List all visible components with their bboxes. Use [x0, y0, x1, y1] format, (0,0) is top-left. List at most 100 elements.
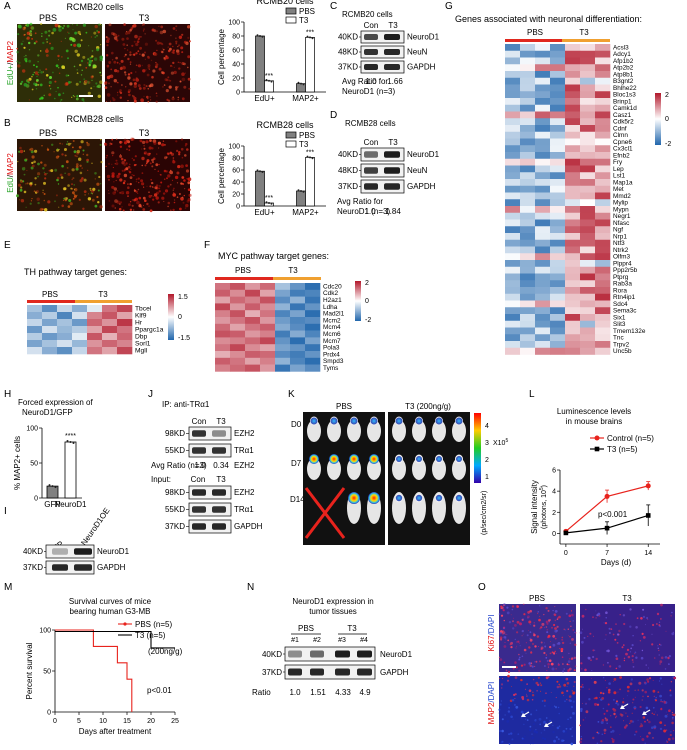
- cell-dot: [167, 201, 171, 205]
- heatmap-cell: [27, 326, 43, 334]
- heatmap-cell: [505, 172, 521, 180]
- y-tick-label: 80: [232, 34, 240, 41]
- molecular-weight: 37KD: [262, 668, 282, 677]
- nucleus: [597, 721, 600, 723]
- heatmap-cell: [275, 310, 291, 318]
- cell-dot: [162, 48, 165, 51]
- heatmap-cell: [565, 192, 581, 200]
- cell-dot: [156, 95, 158, 97]
- cell-dot: [140, 36, 142, 38]
- panel-letter: D: [330, 110, 337, 121]
- heatmap-cell: [595, 57, 611, 65]
- cell-dot: [116, 138, 118, 140]
- heatmap-cell: [520, 145, 536, 153]
- nucleus: [603, 728, 607, 732]
- nucleus: [579, 631, 583, 634]
- nucleus: [500, 683, 504, 686]
- cell-dot: [30, 200, 32, 202]
- cell-dot: [164, 78, 168, 82]
- cell-dot: [134, 155, 137, 158]
- heatmap-cell: [230, 351, 246, 359]
- cell-dot: [100, 160, 103, 164]
- data-point: [309, 36, 311, 39]
- luminescence-signal: [435, 417, 443, 425]
- cell-dot: [128, 171, 132, 174]
- nucleus: [522, 633, 524, 635]
- cell-dot: [175, 88, 178, 91]
- nucleus: [554, 610, 558, 613]
- cell-dot: [131, 25, 135, 28]
- cell-dot: [185, 142, 188, 146]
- cell-dot: [53, 151, 55, 153]
- cell-dot: [90, 36, 92, 38]
- nucleus: [523, 723, 525, 726]
- cell-dot: [116, 94, 119, 96]
- cell-dot: [158, 190, 161, 193]
- cell-dot: [149, 152, 151, 155]
- cell-dot: [96, 182, 100, 186]
- cell-dot: [74, 31, 78, 35]
- heatmap-cell: [520, 84, 536, 92]
- scale-tick-2: 2: [485, 457, 489, 464]
- heatmap-cell: [550, 64, 566, 72]
- cell-dot: [40, 161, 43, 164]
- nucleus: [530, 713, 533, 716]
- nucleus: [651, 633, 653, 635]
- cell-dot: [131, 54, 133, 56]
- heatmap-cell: [550, 307, 566, 315]
- nucleus: [636, 617, 639, 620]
- cell-dot: [188, 193, 192, 197]
- molecular-weight: 37KD: [338, 182, 358, 191]
- nucleus: [619, 713, 622, 716]
- cell-dot: [178, 35, 183, 39]
- scale-multiplier: X105: [493, 438, 508, 447]
- cell-dot: [184, 144, 187, 147]
- nucleus: [658, 654, 660, 656]
- nucleus: [596, 703, 600, 706]
- nucleus: [580, 685, 583, 688]
- nucleus: [550, 662, 554, 666]
- heatmap-cell: [565, 327, 581, 335]
- molecular-weight: 40KD: [23, 547, 43, 556]
- cell-dot: [177, 46, 179, 48]
- significance-map: ***: [306, 149, 314, 156]
- nucleus: [597, 732, 600, 735]
- cell-dot: [42, 41, 45, 45]
- cell-dot: [151, 75, 154, 79]
- heatmap-cell: [565, 347, 581, 355]
- cell-dot: [36, 197, 40, 201]
- heatmap-cell: [520, 104, 536, 112]
- lane-con: Con: [364, 21, 379, 30]
- nucleus: [500, 700, 502, 702]
- nucleus: [568, 652, 570, 654]
- blot-band: [212, 447, 226, 454]
- mouse-body: [367, 458, 381, 480]
- cell-dot: [86, 141, 88, 144]
- blot-band: [310, 668, 324, 676]
- cell-dot: [94, 172, 97, 175]
- cell-dot: [25, 183, 27, 185]
- heatmap-g: Acsl3Adcy1Afp1b2Atp2b2Atp8b1B3gnt2Bhlhe2…: [505, 44, 646, 355]
- protein-name: NeuN: [407, 47, 428, 56]
- nucleus: [668, 709, 671, 712]
- heatmap-cell: [87, 333, 103, 341]
- nucleus: [584, 668, 587, 672]
- micrograph-t3: [103, 23, 191, 104]
- cell-dot: [108, 179, 110, 181]
- nucleus: [566, 689, 569, 693]
- nucleus: [513, 703, 517, 707]
- cell-dot: [168, 79, 171, 82]
- cell-dot: [83, 100, 85, 103]
- nucleus: [641, 699, 643, 701]
- cell-dot: [185, 203, 189, 208]
- heatmap-cell: [595, 91, 611, 99]
- nucleus: [533, 624, 536, 627]
- cell-dot: [133, 209, 135, 211]
- cell-dot: [147, 55, 150, 59]
- cell-dot: [121, 161, 125, 165]
- cell-dot: [147, 100, 150, 103]
- nucleus: [526, 719, 529, 721]
- heatmap-f: Cdc20Cdk2H2az1LdhaMad2l1Mcm2Mcm4Mcm6Mcm7…: [215, 283, 345, 372]
- significance: ****: [65, 433, 76, 440]
